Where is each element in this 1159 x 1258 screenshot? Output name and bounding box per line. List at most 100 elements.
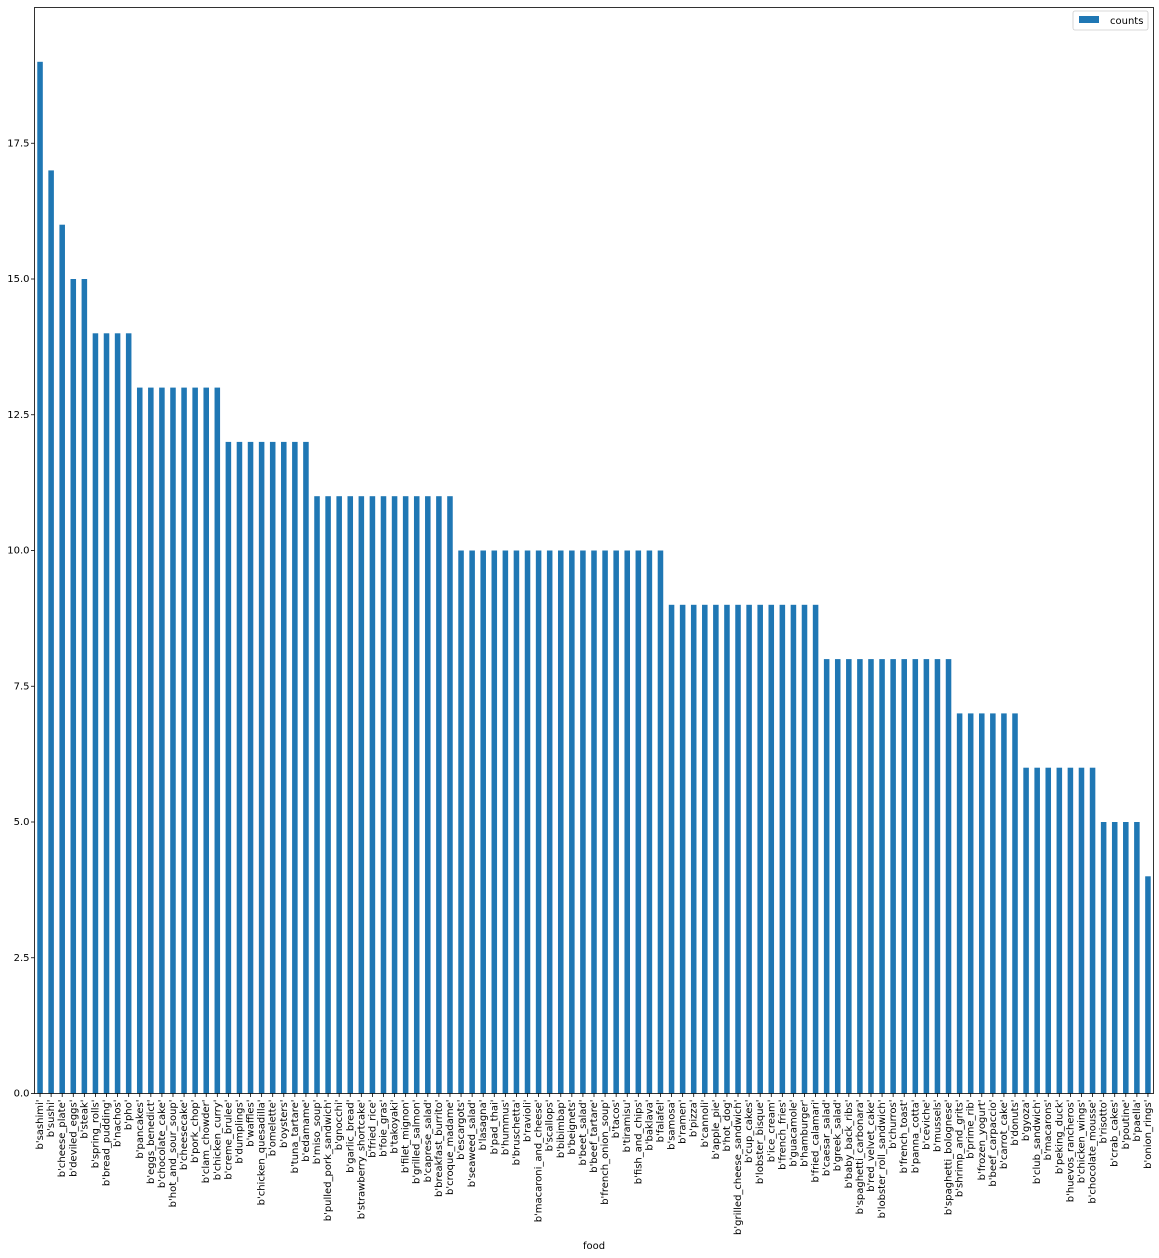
bar-55 (646, 550, 653, 1094)
bar-2 (59, 224, 65, 1094)
x-tick-label-56: b'falafel' (655, 1100, 666, 1143)
x-tick-label-35: b'caprese_salad' (423, 1100, 434, 1183)
bar-57 (668, 604, 675, 1094)
bar-6 (103, 333, 110, 1094)
x-tick-label-38: b'escargots' (456, 1100, 467, 1160)
bar-62 (724, 604, 730, 1094)
x-tick-label-40: b'lasagna' (478, 1100, 489, 1151)
x-tick-label-41: b'pad_thai' (489, 1100, 500, 1155)
bar-76 (879, 659, 885, 1094)
bar-9 (136, 387, 143, 1094)
x-tick-label-75: b'red_velvet_cake' (866, 1100, 877, 1192)
x-tick-label-50: b'beef_tartare' (589, 1100, 600, 1173)
bar-69 (801, 604, 808, 1094)
bar-84 (967, 713, 974, 1094)
x-tick-label-58: b'ramen' (678, 1100, 689, 1144)
x-tick-label-37: b'croque_madame' (445, 1100, 456, 1195)
x-tick-label-9: b'pancakes' (135, 1100, 146, 1159)
x-tick-label-18: b'dumplings' (234, 1100, 245, 1164)
bar-85 (979, 713, 985, 1094)
x-tick-label-3: b'deviled_eggs' (68, 1100, 79, 1177)
y-tick-label-0: 0.0 (14, 1089, 30, 1100)
bar-66 (768, 604, 775, 1094)
bar-59 (690, 604, 697, 1094)
bar-3 (70, 279, 77, 1094)
x-tick-label-98: b'poutine' (1121, 1100, 1132, 1150)
x-tick-label-61: b'apple_pie' (711, 1100, 722, 1160)
x-tick-label-81: b'mussels' (932, 1100, 943, 1153)
x-tick-label-72: b'greek_salad' (833, 1100, 844, 1172)
bar-54 (635, 550, 642, 1094)
bar-27 (336, 496, 342, 1094)
bar-64 (746, 604, 752, 1094)
plot-frame (34, 7, 1154, 1094)
x-tick-label-62: b'hot_dog' (722, 1100, 733, 1152)
bar-21 (269, 441, 276, 1094)
bar-75 (868, 659, 874, 1094)
bar-42 (502, 550, 509, 1094)
y-tick-label-3: 7.5 (14, 681, 30, 692)
bar-82 (945, 659, 952, 1094)
bar-95 (1089, 767, 1096, 1094)
bar-70 (812, 604, 819, 1094)
x-tick-label-88: b'donuts' (1010, 1100, 1021, 1146)
x-tick-label-74: b'spaghetti_carbonara' (855, 1100, 866, 1215)
x-tick-label-96: b'risotto' (1099, 1100, 1110, 1144)
x-tick-label-4: b'steak' (79, 1100, 90, 1139)
bar-97 (1111, 822, 1118, 1094)
x-tick-label-46: b'scallops' (545, 1100, 556, 1152)
x-tick-label-33: b'filet_mignon' (401, 1100, 412, 1174)
bar-61 (713, 604, 719, 1094)
y-tick-label-4: 10.0 (7, 546, 29, 557)
x-tick-label-65: b'lobster_bisque' (755, 1100, 766, 1185)
bar-17 (225, 441, 232, 1094)
bar-52 (613, 550, 619, 1094)
bar-87 (1001, 713, 1007, 1094)
bar-45 (535, 550, 542, 1094)
y-tick-label-5: 12.5 (7, 410, 29, 421)
bar-78 (901, 659, 907, 1094)
bar-60 (702, 604, 708, 1094)
x-tick-label-30: b'fried_rice' (367, 1100, 378, 1158)
bar-26 (325, 496, 331, 1094)
x-tick-label-27: b'gnocchi' (334, 1100, 345, 1151)
x-tick-label-19: b'waffles' (246, 1100, 257, 1147)
bar-83 (956, 713, 963, 1094)
x-tick-label-94: b'chicken_wings' (1076, 1100, 1087, 1184)
bar-33 (402, 496, 409, 1094)
x-tick-label-77: b'churros' (888, 1100, 899, 1149)
legend-label: counts (1110, 16, 1143, 27)
x-tick-label-54: b'fish_and_chips' (633, 1100, 644, 1185)
bar-73 (846, 659, 852, 1094)
bar-4 (81, 279, 88, 1094)
bar-5 (92, 333, 99, 1094)
x-tick-label-52: b'tacos' (611, 1100, 622, 1139)
x-tick-label-29: b'strawberry_shortcake' (356, 1100, 367, 1220)
x-tick-label-8: b'pho' (124, 1100, 135, 1131)
x-tick-label-10: b'eggs_benedict' (146, 1100, 157, 1184)
x-tick-label-59: b'pizza' (689, 1100, 700, 1138)
x-tick-label-26: b'pulled_pork_sandwich' (323, 1100, 334, 1222)
bar-89 (1023, 767, 1029, 1094)
bar-94 (1078, 767, 1085, 1094)
x-tick-label-60: b'cannoli' (700, 1100, 711, 1148)
bar-13 (181, 387, 187, 1094)
y-tick-label-7: 17.5 (7, 138, 29, 149)
bar-91 (1045, 767, 1052, 1094)
bar-11 (159, 387, 165, 1094)
bar-68 (790, 604, 797, 1094)
legend: counts (1072, 10, 1149, 31)
bar-14 (192, 387, 198, 1094)
bar-7 (114, 333, 121, 1094)
bar-20 (258, 441, 265, 1094)
x-tick-label-49: b'beet_salad' (578, 1100, 589, 1166)
bar-100 (1145, 876, 1151, 1094)
x-tick-label-45: b'macaroni_and_cheese' (534, 1100, 545, 1223)
x-tick-label-85: b'frozen_yogurt' (977, 1100, 988, 1181)
bar-67 (779, 604, 786, 1094)
x-tick-label-11: b'chocolate_cake' (157, 1100, 168, 1189)
x-tick-label-42: b'hummus' (500, 1100, 511, 1156)
bar-1 (48, 170, 54, 1094)
x-tick-label-97: b'crab_cakes' (1110, 1100, 1121, 1167)
